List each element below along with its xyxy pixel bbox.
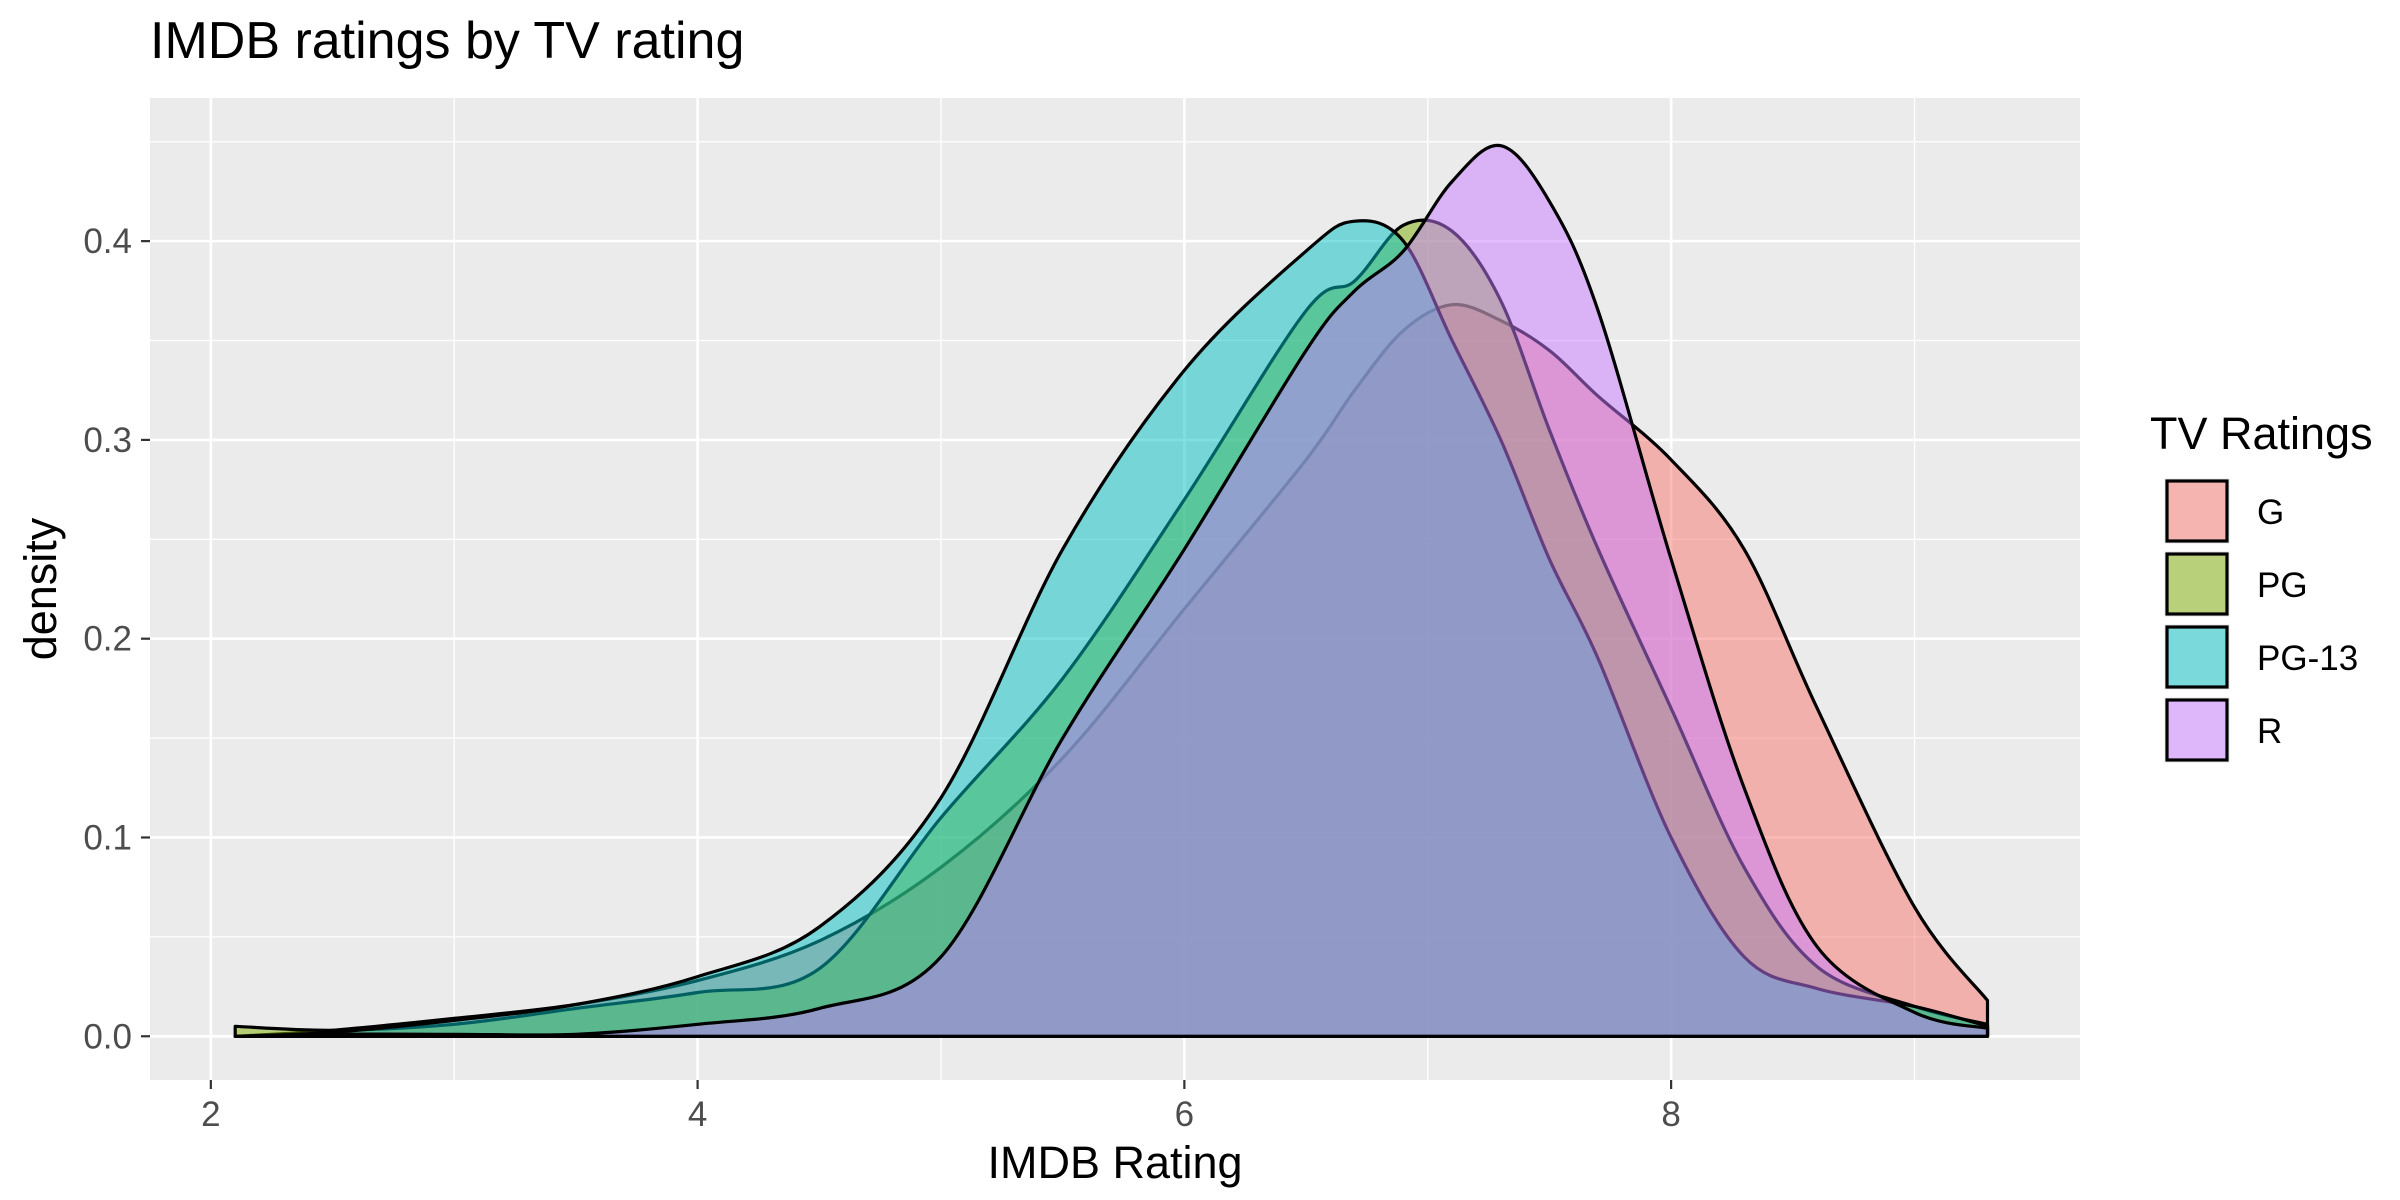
density-series	[233, 143, 1990, 1038]
y-tick-label: 0.3	[83, 421, 132, 460]
y-tick-label: 0.4	[83, 222, 132, 261]
legend-swatch-pg-13	[2165, 625, 2229, 689]
legend-label-r: R	[2257, 712, 2282, 751]
y-axis-label: density	[15, 517, 66, 660]
legend-item-r: R	[2164, 697, 2282, 763]
x-axis: 2 4 6 8	[201, 1080, 1681, 1134]
y-tick-label: 0.0	[83, 1017, 132, 1056]
legend-label-pg-13: PG-13	[2257, 639, 2358, 678]
y-tick-label: 0.2	[83, 620, 132, 659]
legend-item-g: G	[2164, 478, 2284, 544]
legend-items: G PG PG-13 R	[2164, 478, 2358, 763]
legend-item-pg-13: PG-13	[2164, 624, 2358, 690]
legend-label-pg: PG	[2257, 566, 2308, 605]
y-axis: 0.0 0.1 0.2 0.3 0.4	[83, 222, 150, 1056]
x-tick-label: 4	[688, 1095, 707, 1134]
x-tick-label: 6	[1175, 1095, 1194, 1134]
legend-swatch-pg	[2165, 552, 2229, 616]
legend-swatch-r	[2165, 698, 2229, 762]
legend-label-g: G	[2257, 493, 2284, 532]
x-tick-label: 2	[201, 1095, 220, 1134]
legend-swatch-g	[2165, 479, 2229, 543]
chart-title: IMDB ratings by TV rating	[150, 12, 744, 70]
legend-item-pg: PG	[2164, 551, 2308, 617]
x-axis-label: IMDB Rating	[987, 1137, 1242, 1188]
y-tick-label: 0.1	[83, 818, 132, 857]
x-tick-label: 8	[1661, 1095, 1680, 1134]
legend-title: TV Ratings	[2150, 408, 2373, 459]
density-area-r	[233, 143, 1990, 1038]
legend: TV Ratings G PG PG-13 R	[2150, 408, 2373, 763]
